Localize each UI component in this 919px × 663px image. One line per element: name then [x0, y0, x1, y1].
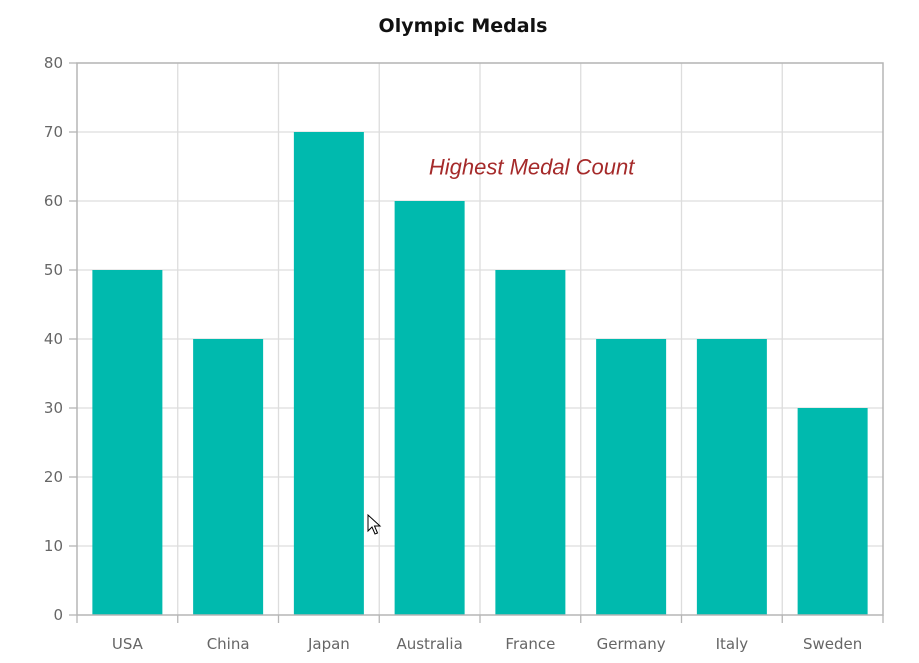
bar-japan[interactable]	[293, 132, 364, 615]
bar-china[interactable]	[193, 339, 264, 615]
y-axis-ticks: 0 10 20 30 40 50 60 70 80	[44, 54, 63, 624]
bar-sweden[interactable]	[797, 408, 868, 615]
y-tick-label: 0	[53, 606, 63, 624]
bar-italy[interactable]	[696, 339, 767, 615]
y-tick-label: 30	[44, 399, 63, 417]
y-tick-label: 10	[44, 537, 63, 555]
y-tick-label: 20	[44, 468, 63, 486]
y-tick-label: 80	[44, 54, 63, 72]
bar-australia[interactable]	[394, 201, 465, 615]
x-tick-label: USA	[112, 635, 144, 653]
x-tick-label: Italy	[716, 635, 749, 653]
axes	[69, 62, 884, 623]
bars	[92, 132, 868, 615]
x-tick-label: Sweden	[803, 635, 862, 653]
x-tick-label: France	[505, 635, 555, 653]
x-axis-ticks: USA China Japan Australia France Germany Italy…	[112, 635, 862, 653]
chart-annotation: Highest Medal Count	[429, 155, 635, 180]
y-tick-label: 70	[44, 123, 63, 141]
bar-usa[interactable]	[92, 270, 163, 615]
x-tick-label: Germany	[597, 635, 666, 653]
grid	[77, 62, 883, 615]
x-tick-label: Australia	[396, 635, 462, 653]
y-tick-label: 50	[44, 261, 63, 279]
x-tick-label: Japan	[307, 635, 350, 653]
x-tick-label: China	[207, 635, 250, 653]
mouse-cursor-icon	[367, 513, 382, 535]
bar-france[interactable]	[495, 270, 566, 615]
plot-border	[76, 62, 884, 616]
y-tick-label: 60	[44, 192, 63, 210]
y-tick-label: 40	[44, 330, 63, 348]
chart-title: Olympic Medals	[379, 15, 548, 37]
bar-germany[interactable]	[596, 339, 667, 615]
